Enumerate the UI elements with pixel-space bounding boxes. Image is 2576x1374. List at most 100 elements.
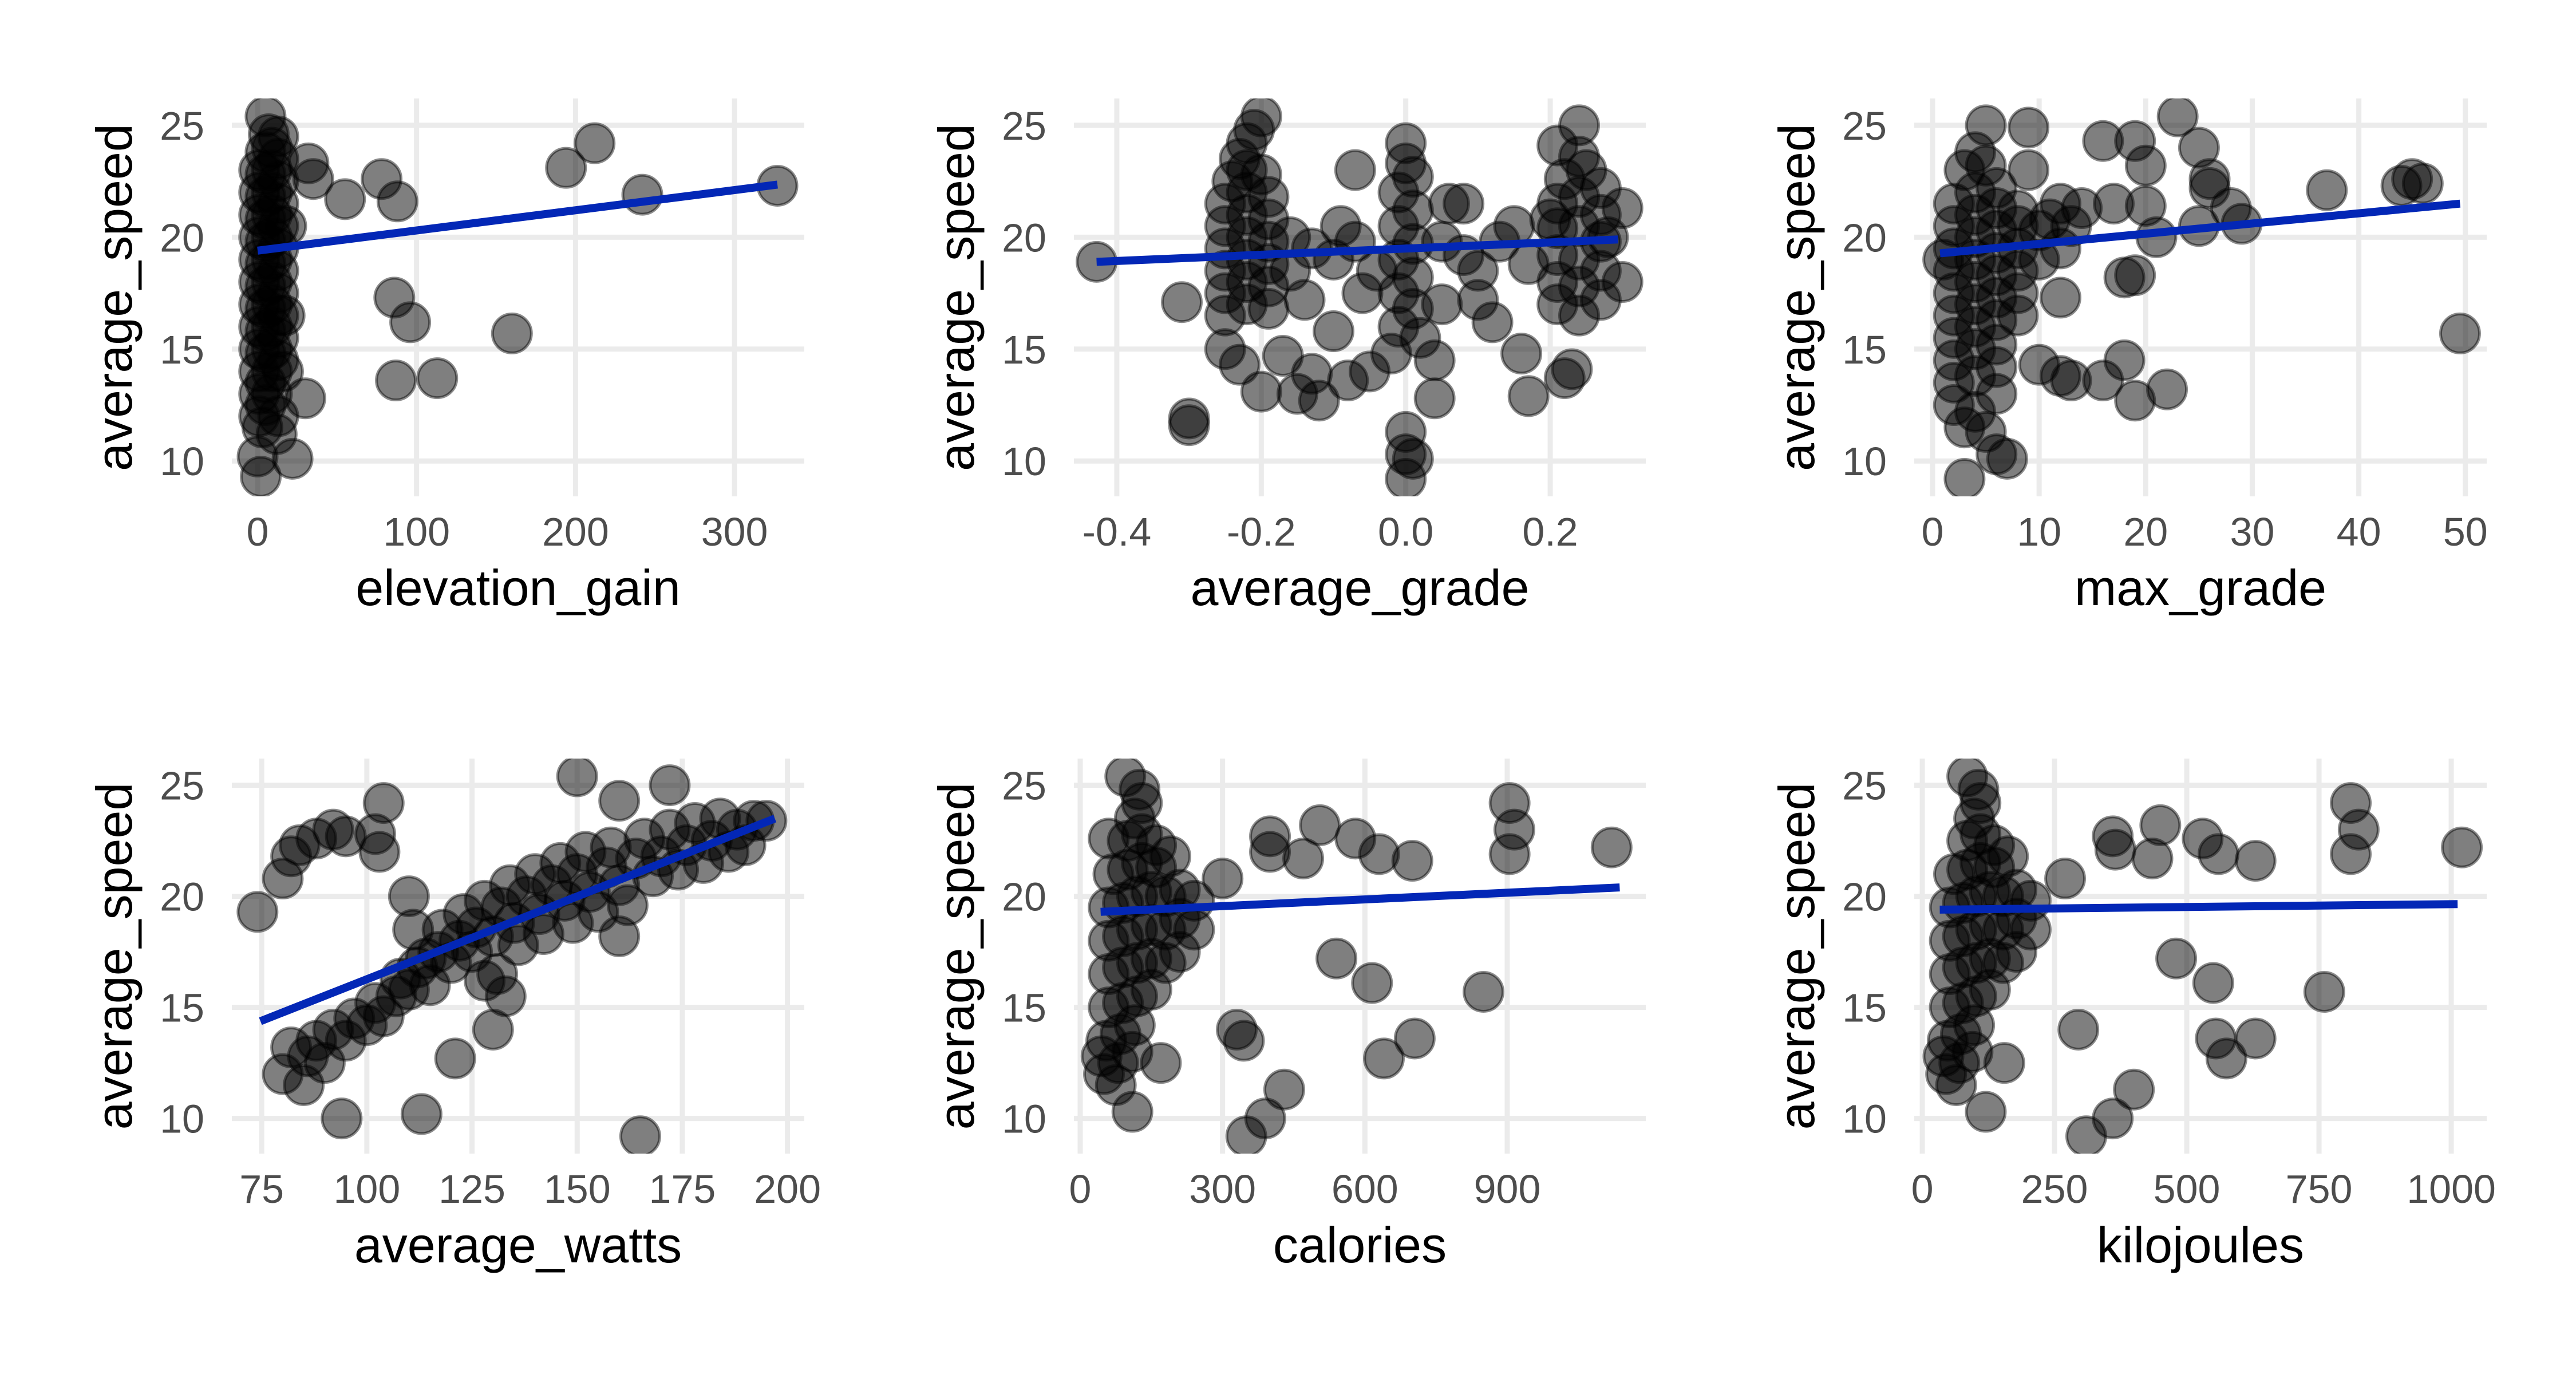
x-tick-label: 50 (2443, 510, 2488, 554)
data-point (1935, 1064, 1977, 1106)
data-point (1413, 377, 1456, 420)
data-point (1421, 283, 1463, 326)
x-tick-label: 0.0 (1378, 510, 1433, 554)
data-point (1202, 858, 1244, 900)
y-axis-title: average_speed (86, 124, 143, 471)
x-tick-label: 0.2 (1522, 510, 1578, 554)
data-point (362, 782, 405, 824)
data-point (1488, 833, 1531, 875)
x-tick-label: 300 (701, 510, 768, 554)
data-point (324, 178, 366, 220)
data-point (321, 1097, 363, 1140)
x-tick-label: 30 (2230, 510, 2275, 554)
x-tick-label: 200 (754, 1167, 821, 1211)
data-point (1965, 1091, 2007, 1133)
data-point (2008, 149, 2050, 191)
x-axis-title: elevation_gain (355, 559, 681, 616)
data-point (389, 301, 432, 344)
data-point (1315, 937, 1358, 980)
regression-line (1096, 235, 1618, 266)
data-point (574, 122, 616, 164)
y-tick-label: 20 (1842, 875, 1887, 919)
data-point (1334, 149, 1376, 191)
data-point (2156, 98, 2199, 137)
data-point (1391, 840, 1433, 882)
x-axis-title: calories (1273, 1217, 1447, 1273)
data-point (1218, 344, 1261, 386)
x-tick-label: 750 (2286, 1167, 2353, 1211)
x-axis-title: max_grade (2075, 559, 2326, 616)
x-tick-label: 0 (1069, 1167, 1092, 1211)
data-point (1385, 122, 1427, 164)
data-point (1507, 375, 1550, 417)
panel-average-grade: 10 15 20 25 -0.4 -0.2 0.0 0.2 average_grade avera… (928, 98, 1646, 616)
data-point (2306, 169, 2348, 211)
panel-elevation-gain: 10 15 20 25 0 100 200 300 elevation_gain average_… (86, 98, 804, 616)
data-point (265, 205, 307, 247)
x-tick-label: 100 (333, 1167, 400, 1211)
x-tick-label: 20 (2123, 510, 2168, 554)
x-tick-label: 125 (438, 1167, 505, 1211)
y-tick-label: 10 (1842, 439, 1887, 484)
x-tick-label: 75 (239, 1167, 284, 1211)
y-tick-label: 25 (1002, 104, 1046, 148)
regression-line (259, 815, 777, 1025)
data-point (2401, 163, 2444, 205)
data-point (1946, 759, 1989, 797)
x-tick-label: 600 (1332, 1167, 1398, 1211)
data-point (2103, 339, 2146, 381)
x-tick-label: 0 (1911, 1167, 1934, 1211)
y-tick-label: 20 (160, 215, 204, 260)
x-tick-label: -0.4 (1082, 510, 1152, 554)
y-tick-label: 15 (1842, 327, 1887, 372)
x-tick-label: 1000 (2407, 1167, 2496, 1211)
data-point (1965, 410, 2007, 453)
regression-line (1100, 883, 1620, 916)
panel-calories: 10 15 20 25 0 300 600 900 calories average_speed (928, 759, 1646, 1273)
data-point (2008, 106, 2050, 149)
x-tick-label: 0 (1922, 510, 1944, 554)
data-point (400, 1093, 442, 1135)
points (1076, 98, 1643, 496)
data-point (1161, 281, 1203, 323)
y-tick-label: 25 (160, 764, 204, 808)
y-tick-label: 10 (160, 439, 204, 484)
data-point (2205, 1037, 2247, 1080)
data-point (2103, 256, 2146, 299)
data-point (1351, 962, 1393, 1004)
data-point (1263, 1068, 1305, 1111)
x-tick-label: 10 (2017, 510, 2061, 554)
data-point (1943, 458, 1986, 496)
y-tick-label: 15 (1002, 327, 1046, 372)
x-axis-title: kilojoules (2097, 1217, 2304, 1273)
points (236, 98, 799, 496)
data-point (1551, 348, 1593, 390)
data-point (1104, 759, 1147, 797)
data-point (598, 915, 641, 957)
y-tick-label: 10 (1842, 1097, 1887, 1142)
data-point (2198, 833, 2240, 875)
data-point (1111, 1091, 1153, 1133)
data-point (464, 960, 506, 1002)
data-point (491, 312, 533, 354)
points (1922, 98, 2481, 496)
data-point (1168, 404, 1210, 447)
data-point (1362, 1037, 1405, 1080)
data-point (619, 1115, 661, 1154)
y-axis-title: average_speed (1768, 783, 1825, 1130)
data-point (416, 357, 459, 400)
y-tick-label: 20 (1842, 215, 1887, 260)
data-point (434, 1037, 476, 1080)
data-point (2124, 144, 2167, 187)
data-point (262, 350, 304, 393)
data-point (244, 98, 287, 137)
x-tick-label: 100 (383, 510, 450, 554)
data-point (2092, 1097, 2134, 1140)
y-tick-label: 25 (160, 104, 204, 148)
data-point (2113, 1068, 2155, 1111)
data-point (545, 147, 587, 189)
x-tick-label: 500 (2154, 1167, 2221, 1211)
data-point (1240, 370, 1282, 413)
